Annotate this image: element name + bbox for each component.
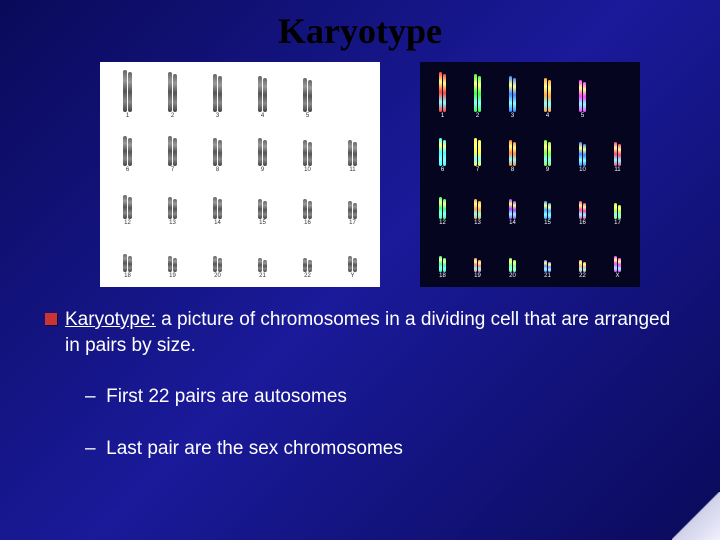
chrom-cell: 7 bbox=[461, 123, 494, 172]
chrom-cell: 17 bbox=[331, 177, 374, 226]
chrom-cell bbox=[601, 70, 634, 119]
chrom-cell: 4 bbox=[531, 70, 564, 119]
chrom-cell: 20 bbox=[196, 230, 239, 279]
chrom-cell: 8 bbox=[196, 123, 239, 172]
chrom-cell: 10 bbox=[566, 123, 599, 172]
chrom-cell: 9 bbox=[531, 123, 564, 172]
chrom-cell: 6 bbox=[106, 123, 149, 172]
page-corner-fold-icon bbox=[672, 492, 720, 540]
chrom-cell: 21 bbox=[241, 230, 284, 279]
chrom-cell: 13 bbox=[151, 177, 194, 226]
chrom-cell: 5 bbox=[286, 70, 329, 119]
definition-text: Karyotype: a picture of chromosomes in a… bbox=[65, 307, 690, 358]
chrom-cell: 11 bbox=[331, 123, 374, 172]
chrom-cell bbox=[331, 70, 374, 119]
chrom-cell: 11 bbox=[601, 123, 634, 172]
chrom-cell: 8 bbox=[496, 123, 529, 172]
chrom-cell: 5 bbox=[566, 70, 599, 119]
chrom-cell: 3 bbox=[496, 70, 529, 119]
sub-point-2-text: Last pair are the sex chromosomes bbox=[106, 438, 403, 459]
content-block: Karyotype: a picture of chromosomes in a… bbox=[45, 307, 690, 460]
chrom-cell: 14 bbox=[196, 177, 239, 226]
chrom-cell: 12 bbox=[426, 177, 459, 226]
chrom-cell: 2 bbox=[461, 70, 494, 119]
chrom-cell: 2 bbox=[151, 70, 194, 119]
chrom-cell: 15 bbox=[531, 177, 564, 226]
karyotype-image-grayscale: 12345678910111213141516171819202122Y bbox=[100, 62, 380, 287]
chrom-cell: 16 bbox=[566, 177, 599, 226]
chrom-cell: 19 bbox=[151, 230, 194, 279]
chrom-cell: 20 bbox=[496, 230, 529, 279]
chrom-cell: 1 bbox=[106, 70, 149, 119]
bullet-square-icon bbox=[45, 313, 57, 325]
chrom-cell: 22 bbox=[286, 230, 329, 279]
sub-point-1-text: First 22 pairs are autosomes bbox=[106, 386, 347, 407]
chrom-cell: 7 bbox=[151, 123, 194, 172]
chrom-cell: 22 bbox=[566, 230, 599, 279]
definition-term: Karyotype: bbox=[65, 309, 156, 330]
chrom-cell: Y bbox=[331, 230, 374, 279]
slide-container: Karyotype 123456789101112131415161718192… bbox=[0, 0, 720, 540]
chrom-cell: 10 bbox=[286, 123, 329, 172]
karyotype-image-fluorescent: 12345678910111213141516171819202122X bbox=[420, 62, 640, 287]
slide-title: Karyotype bbox=[30, 10, 690, 52]
chrom-cell: 21 bbox=[531, 230, 564, 279]
sub-point-1: – First 22 pairs are autosomes bbox=[85, 386, 690, 408]
definition-line: Karyotype: a picture of chromosomes in a… bbox=[45, 307, 690, 358]
chrom-cell: 9 bbox=[241, 123, 284, 172]
chrom-cell: 14 bbox=[496, 177, 529, 226]
chrom-cell: 3 bbox=[196, 70, 239, 119]
images-row: 12345678910111213141516171819202122Y 123… bbox=[100, 62, 690, 287]
chrom-cell: 1 bbox=[426, 70, 459, 119]
chrom-cell: 13 bbox=[461, 177, 494, 226]
chrom-cell: X bbox=[601, 230, 634, 279]
chrom-cell: 19 bbox=[461, 230, 494, 279]
chrom-cell: 6 bbox=[426, 123, 459, 172]
chrom-cell: 17 bbox=[601, 177, 634, 226]
chrom-cell: 18 bbox=[426, 230, 459, 279]
chrom-cell: 18 bbox=[106, 230, 149, 279]
definition-body: a picture of chromosomes in a dividing c… bbox=[65, 309, 670, 356]
chrom-cell: 12 bbox=[106, 177, 149, 226]
sub-point-2: – Last pair are the sex chromosomes bbox=[85, 438, 690, 460]
chrom-cell: 15 bbox=[241, 177, 284, 226]
chrom-cell: 4 bbox=[241, 70, 284, 119]
chrom-cell: 16 bbox=[286, 177, 329, 226]
